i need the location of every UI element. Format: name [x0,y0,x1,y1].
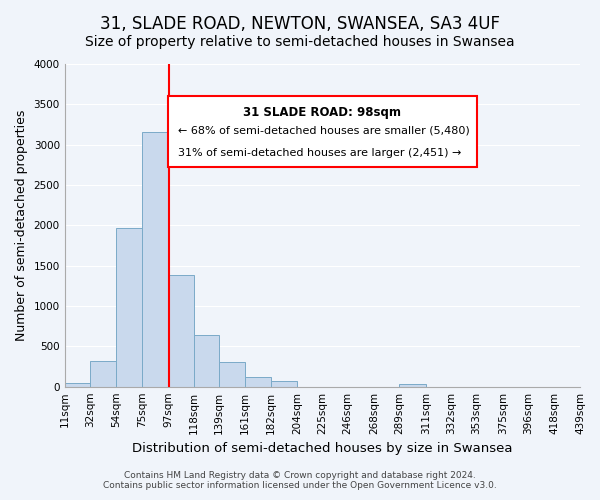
FancyBboxPatch shape [168,96,477,168]
Bar [116,228,142,386]
Text: Size of property relative to semi-detached houses in Swansea: Size of property relative to semi-detach… [85,35,515,49]
Text: 31% of semi-detached houses are larger (2,451) →: 31% of semi-detached houses are larger (… [178,148,461,158]
Bar [90,361,116,386]
Bar [168,274,194,386]
Text: Contains HM Land Registry data © Crown copyright and database right 2024.
Contai: Contains HM Land Registry data © Crown c… [103,470,497,490]
Bar [65,382,90,386]
Bar [400,384,426,386]
Text: 31, SLADE ROAD, NEWTON, SWANSEA, SA3 4UF: 31, SLADE ROAD, NEWTON, SWANSEA, SA3 4UF [100,15,500,33]
Bar [219,362,245,386]
Y-axis label: Number of semi-detached properties: Number of semi-detached properties [15,110,28,341]
Text: 31 SLADE ROAD: 98sqm: 31 SLADE ROAD: 98sqm [244,106,401,119]
X-axis label: Distribution of semi-detached houses by size in Swansea: Distribution of semi-detached houses by … [132,442,512,455]
Bar [142,132,168,386]
Bar [245,377,271,386]
Text: ← 68% of semi-detached houses are smaller (5,480): ← 68% of semi-detached houses are smalle… [178,126,470,136]
Bar [194,335,219,386]
Bar [271,381,297,386]
